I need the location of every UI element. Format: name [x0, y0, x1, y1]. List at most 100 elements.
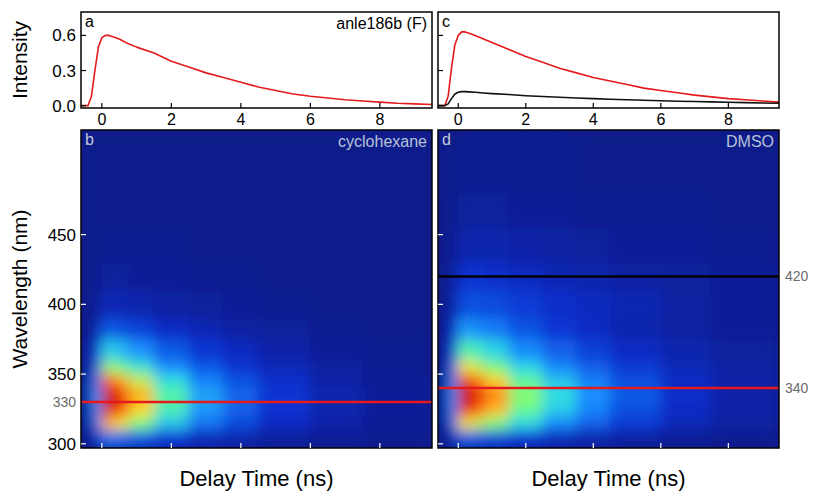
- heatmap-cell: [362, 192, 432, 228]
- heatmap-cell: [129, 360, 154, 375]
- heatmap-cell: [508, 374, 543, 389]
- x-tick: [728, 103, 729, 108]
- heatmap-cell: [153, 227, 189, 263]
- heatmap-cell: [508, 290, 543, 319]
- heatmap-cell: [485, 192, 510, 228]
- heatmap-cell: [610, 415, 662, 430]
- heatmap-cell: [101, 318, 116, 340]
- heatmap-cell: [223, 262, 259, 291]
- heatmap-cell: [485, 415, 510, 430]
- x-tick: [310, 103, 311, 108]
- x-tick-label: 2: [521, 111, 530, 128]
- y-tick-label: 0.3: [52, 62, 76, 81]
- heatmap-cell: [81, 360, 92, 375]
- heatmap-cell: [542, 192, 577, 228]
- heatmap-cell: [310, 262, 363, 291]
- heatmap-cell: [310, 227, 363, 263]
- heatmap-cell: [188, 429, 224, 448]
- panel: 024680.00.30.6aanle186b (F)Intensity: [8, 12, 432, 128]
- heatmap-cell: [438, 360, 449, 375]
- plot-area: [81, 130, 432, 448]
- heatmap-cell: [508, 318, 543, 340]
- heatmap-cell: [362, 401, 432, 416]
- heatmap-cell: [223, 360, 259, 375]
- panel-letter: c: [442, 13, 450, 30]
- heatmap-cell: [223, 374, 259, 389]
- y-tick: [438, 35, 443, 36]
- heatmap-cell: [258, 360, 311, 375]
- heatmap-cell: [576, 429, 611, 448]
- y-axis-title: Wavelength (nm): [8, 209, 31, 368]
- heatmap-cell: [101, 415, 116, 430]
- heatmap-cell: [576, 360, 611, 375]
- heatmap-cell: [471, 374, 486, 389]
- heatmap-cell: [362, 227, 432, 263]
- heatmap-cell: [362, 262, 432, 291]
- panel: 330300350400450bcyclohexaneWavelength (n…: [8, 130, 433, 492]
- heatmap-cell: [508, 360, 543, 375]
- heatmap-cell: [610, 388, 662, 403]
- heatmap-cell: [576, 401, 611, 416]
- panel: 420340dDMSODelay Time (ns): [438, 130, 809, 492]
- heatmap-cell: [101, 290, 116, 319]
- heatmap-cell: [310, 388, 363, 403]
- heatmap-cell: [115, 192, 130, 228]
- panel-title: DMSO: [726, 133, 774, 150]
- heatmap-cell: [660, 401, 712, 416]
- plot-area: [438, 130, 779, 448]
- heatmap-cell: [711, 388, 779, 403]
- heatmap-cell: [91, 227, 102, 263]
- heatmap-cell: [576, 318, 611, 340]
- heatmap-cell: [129, 227, 154, 263]
- heatmap-cell: [91, 318, 102, 340]
- heatmap-cell: [448, 339, 459, 361]
- heatmap-cell: [81, 318, 92, 340]
- frame: [81, 130, 432, 448]
- heatmap-cell: [258, 339, 311, 361]
- heatmap-cell: [81, 290, 92, 319]
- heatmap-cell: [101, 192, 116, 228]
- heatmap-cell: [711, 290, 779, 319]
- heatmap-cell: [610, 290, 662, 319]
- heatmap-cell: [485, 318, 510, 340]
- heatmap-cell: [485, 388, 510, 403]
- heatmap-cell: [101, 429, 116, 448]
- heatmap-cell: [458, 374, 473, 389]
- heatmap-cell: [258, 262, 311, 291]
- heatmap-cell: [542, 429, 577, 448]
- frame: [438, 130, 779, 448]
- heatmap-cell: [485, 429, 510, 448]
- x-tick: [379, 443, 380, 448]
- heatmap-cell: [153, 262, 189, 291]
- marker-line: [438, 387, 779, 390]
- heatmap-cell: [458, 388, 473, 403]
- heatmap-cell: [310, 318, 363, 340]
- heatmap-cell: [508, 192, 543, 228]
- y-tick: [81, 304, 86, 305]
- x-tick: [240, 103, 241, 108]
- heatmap-cell: [258, 227, 311, 263]
- panel-letter: b: [85, 131, 94, 148]
- x-tick-label: 8: [724, 111, 733, 128]
- heatmap-cell: [471, 130, 486, 193]
- heatmap-cell: [458, 360, 473, 375]
- panel-letter: d: [442, 131, 451, 148]
- heatmap-cell: [101, 130, 116, 193]
- heatmap-cell: [576, 290, 611, 319]
- heatmap-cell: [115, 227, 130, 263]
- heatmap-cell: [115, 290, 130, 319]
- y-tick-label: 350: [48, 365, 76, 384]
- heatmap-cell: [610, 339, 662, 361]
- x-tick: [525, 103, 526, 108]
- heatmap-cell: [153, 360, 189, 375]
- heatmap-cell: [258, 429, 311, 448]
- y-tick: [438, 105, 443, 106]
- heatmap-cell: [362, 374, 432, 389]
- heatmap-cell: [362, 360, 432, 375]
- heatmap-cell: [101, 339, 116, 361]
- heatmap-cell: [223, 339, 259, 361]
- marker-line-label: 420: [785, 268, 809, 284]
- heatmap-cell: [188, 262, 224, 291]
- heatmap-cell: [576, 388, 611, 403]
- heatmap-cell: [91, 374, 102, 389]
